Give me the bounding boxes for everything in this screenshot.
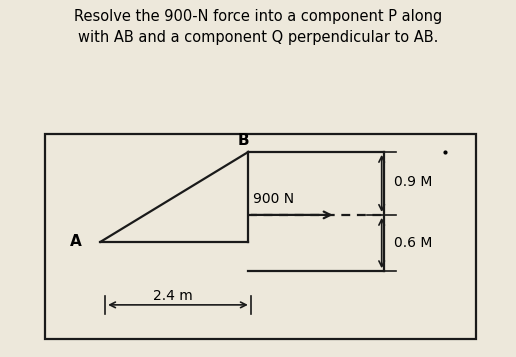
Text: B: B [238,133,249,148]
Text: 0.6 M: 0.6 M [394,236,432,250]
Text: with AB and a component Q perpendicular to AB.: with AB and a component Q perpendicular … [78,30,438,45]
Text: 900 N: 900 N [253,192,294,206]
Text: A: A [70,235,82,250]
Text: Resolve the 900-N force into a component P along: Resolve the 900-N force into a component… [74,9,442,24]
Text: 2.4 m: 2.4 m [153,289,193,303]
Text: 0.9 M: 0.9 M [394,175,432,189]
